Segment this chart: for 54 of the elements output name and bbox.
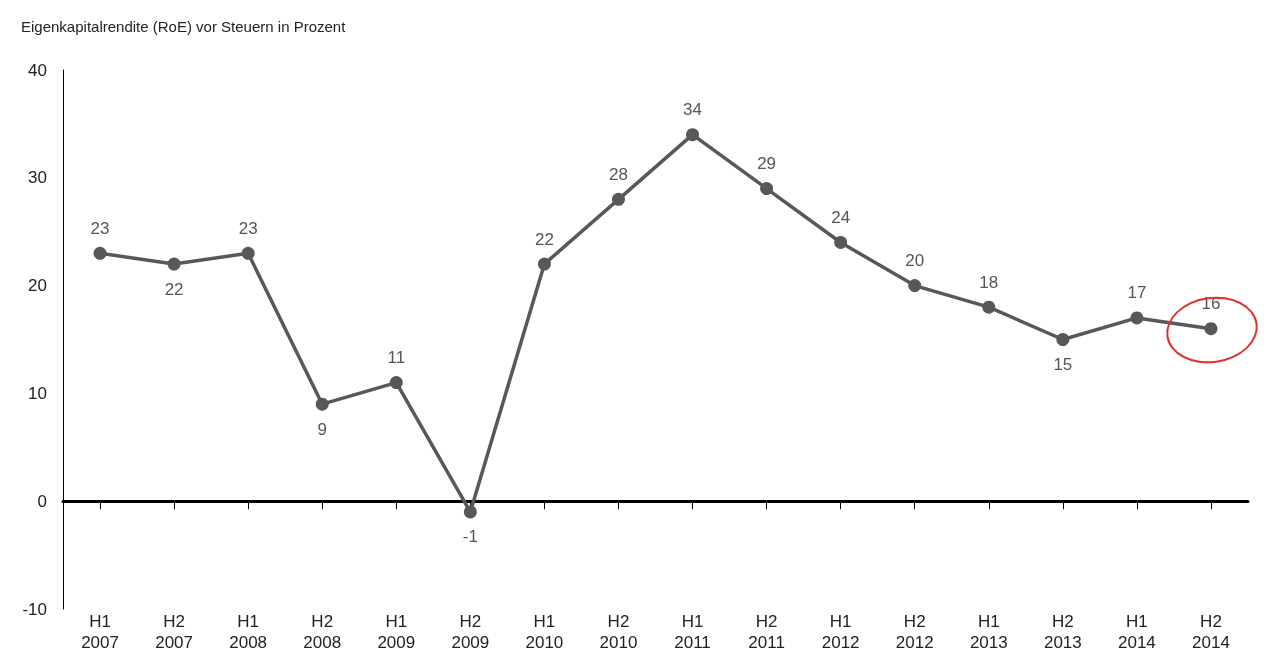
point xyxy=(908,279,922,293)
y-tick-label: 20 xyxy=(28,276,47,296)
x-tick-label: H2 2014 xyxy=(1192,612,1230,652)
x-tick-label: H1 2013 xyxy=(969,612,1008,652)
chart-title: Eigenkapitalrendite (RoE) vor Steuern in Prozent xyxy=(21,18,347,35)
point xyxy=(93,246,107,260)
point xyxy=(1056,333,1070,346)
data-label: 23 xyxy=(90,218,110,238)
point xyxy=(241,246,255,260)
x-tick-label: H2 2011 xyxy=(748,612,785,652)
data-label: 22 xyxy=(534,229,554,249)
x-tick-label: H2 2010 xyxy=(599,612,638,652)
data-label: 24 xyxy=(831,207,851,227)
y-tick-label: 10 xyxy=(28,383,47,403)
x-tick-label: H2 2008 xyxy=(303,612,342,652)
data-label: 34 xyxy=(683,100,702,120)
x-tick-label: H1 2008 xyxy=(229,612,268,652)
data-label: 15 xyxy=(1053,355,1073,374)
data-label: 20 xyxy=(905,251,925,271)
x-tick-label: H1 2011 xyxy=(674,612,711,652)
y-tick-label: 30 xyxy=(28,168,47,188)
data-label: 28 xyxy=(609,164,628,184)
point xyxy=(389,376,403,390)
x-tick-label: H2 2013 xyxy=(1043,612,1082,652)
data-label: 23 xyxy=(238,218,258,238)
point xyxy=(834,235,848,249)
data-label: 18 xyxy=(979,272,999,292)
data-label: 29 xyxy=(757,154,777,174)
y-tick-label: 0 xyxy=(37,491,47,511)
point xyxy=(537,257,551,271)
point xyxy=(1204,322,1218,336)
data-label: 11 xyxy=(387,348,406,368)
x-tick-label: H1 2007 xyxy=(81,612,119,652)
point xyxy=(463,505,477,519)
x-tick-label: H1 2014 xyxy=(1117,612,1156,652)
y-tick-label: -10 xyxy=(22,599,47,619)
x-tick-label: H1 2012 xyxy=(821,612,860,652)
point xyxy=(686,128,700,142)
point xyxy=(611,192,625,206)
point xyxy=(1130,311,1144,325)
data-label: 22 xyxy=(164,279,184,299)
point xyxy=(982,300,996,314)
data-label: -1 xyxy=(462,527,478,547)
x-tick-label: H1 2010 xyxy=(525,612,564,652)
point xyxy=(760,182,774,196)
x-tick-label: H2 2009 xyxy=(451,612,490,652)
x-tick-label: H2 2007 xyxy=(155,612,194,652)
x-tick-label: H1 2009 xyxy=(377,612,416,652)
x-tick-label: H2 2012 xyxy=(895,612,934,652)
data-label: 17 xyxy=(1127,283,1147,303)
y-tick-label: 40 xyxy=(28,60,47,80)
point xyxy=(167,257,181,271)
data-label: 9 xyxy=(317,419,327,439)
point xyxy=(315,397,329,411)
